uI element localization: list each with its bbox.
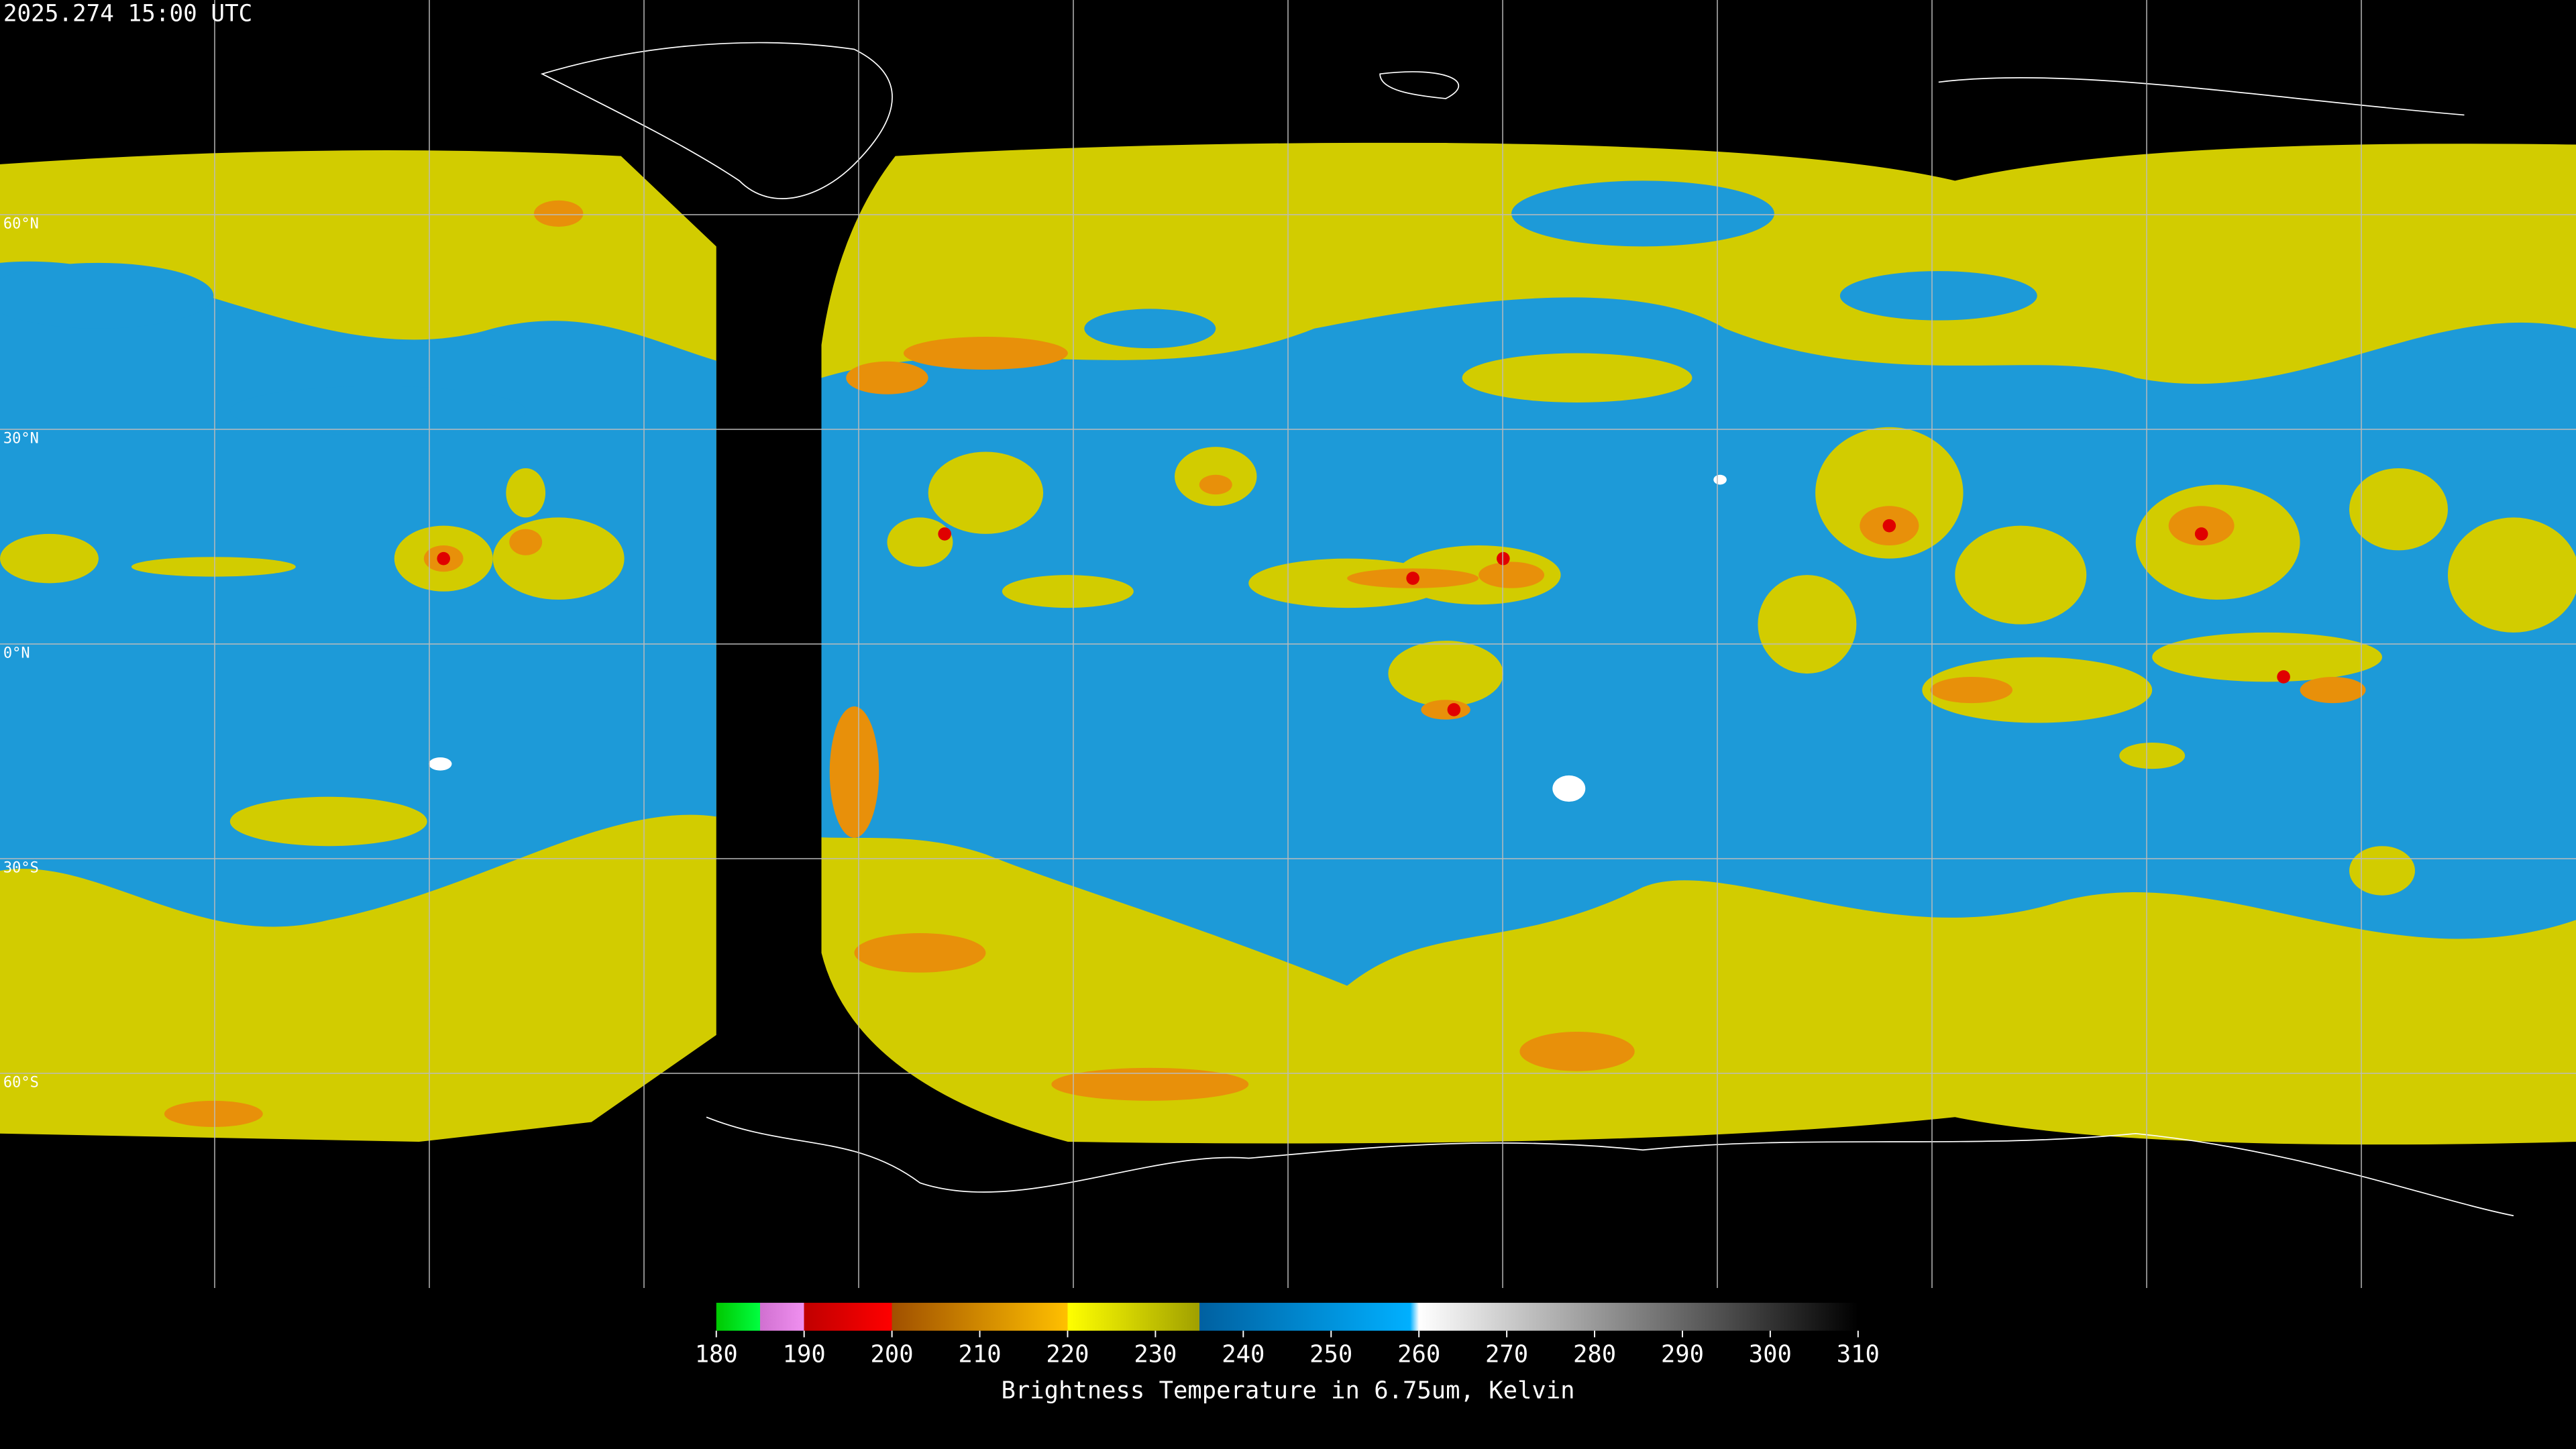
graticule: [0, 0, 2576, 1288]
cold-top: [509, 529, 543, 555]
deep-convection: [437, 551, 451, 566]
deep-convection: [938, 527, 951, 541]
cloud: [2349, 468, 2448, 551]
cold-top: [533, 200, 584, 227]
cloud: [131, 557, 296, 577]
warm-spot: [1713, 474, 1727, 485]
moist-patch: [1839, 271, 2037, 321]
cloud: [2349, 846, 2415, 896]
cold-top: [1519, 1031, 1635, 1071]
lat-label: 30°S: [3, 860, 39, 877]
moist-patch: [1511, 180, 1774, 247]
cloud: [1922, 657, 2153, 723]
lat-label: 30°N: [3, 431, 39, 447]
timestamp: 2025.274 15:00 UTC: [3, 1, 252, 28]
colorbar-tick-label: 300: [1749, 1340, 1792, 1368]
cold-top: [854, 933, 986, 973]
colorbar: [716, 1303, 1858, 1331]
cloud: [492, 517, 625, 600]
coastline: [706, 1116, 2514, 1217]
colorbar-tick-label: 210: [958, 1340, 1001, 1368]
cloud: [2152, 632, 2383, 682]
deep-convection: [2194, 527, 2208, 541]
coastline: [540, 42, 2465, 199]
cloud: [229, 796, 427, 847]
moist-patch: [1084, 309, 1216, 349]
cold-top: [164, 1100, 263, 1127]
deep-convection: [1406, 572, 1419, 585]
colorbar-tick-label: 290: [1661, 1340, 1704, 1368]
colorbar-tick-label: 180: [695, 1340, 738, 1368]
cloud: [887, 517, 953, 567]
cloud: [0, 533, 99, 584]
cloud: [1758, 575, 1857, 674]
colorbar-label: Brightness Temperature in 6.75um, Kelvin: [1002, 1377, 1575, 1404]
colorbar-tick-label: 310: [1837, 1340, 1880, 1368]
colorbar-tick-label: 270: [1485, 1340, 1528, 1368]
cold-top: [1930, 676, 2012, 704]
deep-convection: [1882, 519, 1896, 533]
colorbar-tick-label: 190: [783, 1340, 826, 1368]
colorbar-tick-label: 240: [1222, 1340, 1265, 1368]
colorbar-tick-label: 230: [1134, 1340, 1177, 1368]
deep-convection: [2277, 670, 2290, 684]
colorbar-tick-label: 250: [1309, 1340, 1352, 1368]
moist-patch: [0, 262, 214, 329]
cloud: [1396, 545, 1561, 605]
lat-label: 60°S: [3, 1075, 39, 1091]
cloud: [1002, 575, 1134, 608]
deep-convection: [1497, 551, 1510, 566]
cold-top: [2300, 676, 2366, 704]
cloud: [1815, 427, 1964, 559]
cloud: [1955, 525, 2087, 625]
moist-patch: [229, 386, 526, 435]
cold-top: [829, 706, 879, 838]
cloud: [1388, 641, 1503, 707]
colorbar-tick-label: 200: [871, 1340, 914, 1368]
deep-convection: [1447, 703, 1461, 716]
cold-top: [1421, 700, 1470, 720]
cloud: [1462, 353, 1693, 402]
cloud-features: [0, 180, 2576, 1127]
colorbar-tick-label: 260: [1397, 1340, 1440, 1368]
cloud: [928, 451, 1044, 534]
colorbar-tick-label: 220: [1046, 1340, 1089, 1368]
cold-top: [903, 337, 1068, 370]
cold-top: [2168, 506, 2235, 546]
cloud: [506, 468, 546, 518]
warm-spot: [429, 757, 452, 771]
cold-top: [1479, 561, 1545, 588]
cold-top: [1199, 474, 1232, 495]
cold-top: [846, 361, 928, 394]
lat-label: 0°N: [3, 645, 30, 662]
colorbar-tick-label: 280: [1573, 1340, 1616, 1368]
lat-label: 60°N: [3, 216, 39, 233]
cloud: [2119, 742, 2186, 769]
warm-spot: [1552, 775, 1586, 802]
cold-top: [1051, 1067, 1249, 1101]
cloud: [2447, 517, 2576, 633]
